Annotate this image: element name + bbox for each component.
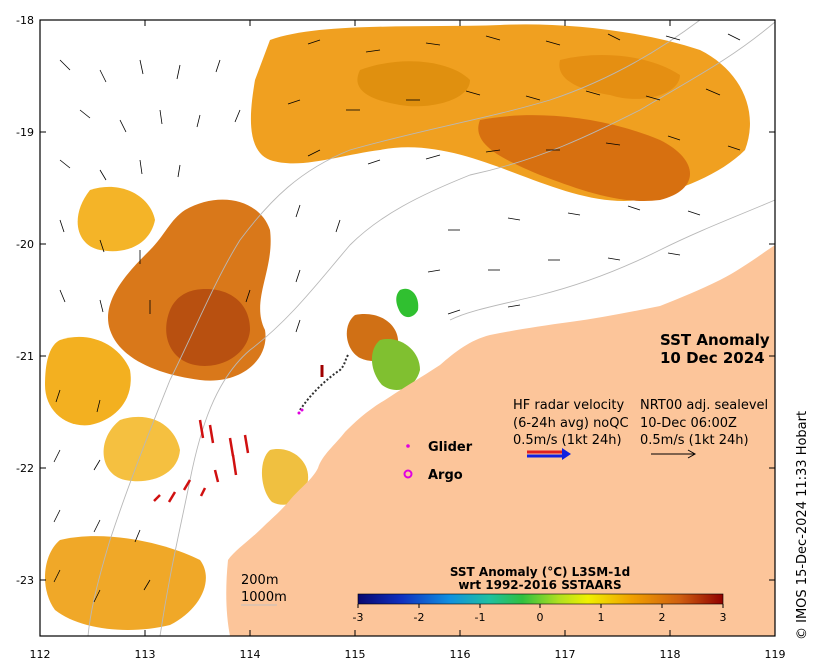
lat-label: -18 xyxy=(16,14,34,27)
colorbar-title-line1: SST Anomaly (°C) L3SM-1d xyxy=(450,565,630,579)
axis-ticks xyxy=(39,19,776,636)
hf-scale-arrow-icon xyxy=(527,448,571,460)
lat-labels: -18 -19 -20 -21 -22 -23 xyxy=(16,14,34,587)
lon-label: 118 xyxy=(660,648,681,661)
argo-label: Argo xyxy=(428,468,463,483)
nrt-legend-line2: 10-Dec 06:00Z xyxy=(640,416,737,431)
colorbar-gradient xyxy=(357,593,724,605)
colorbar-labels: -3 -2 -1 0 1 2 3 xyxy=(353,611,727,624)
nrt-legend-line1: NRT00 adj. sealevel xyxy=(640,398,768,413)
argo-marker-icon xyxy=(403,469,413,479)
colorbar-title-line2: wrt 1992-2016 SSTAARS xyxy=(458,578,621,592)
glider-label: Glider xyxy=(428,440,473,455)
plot-frame xyxy=(39,19,776,637)
colorbar-tick-label: -1 xyxy=(475,611,486,624)
hf-radar-sticks xyxy=(153,419,250,503)
land-mass xyxy=(226,245,775,636)
isobath-1000-label: 1000m xyxy=(241,590,287,605)
lat-label: -21 xyxy=(16,350,34,363)
lat-label: -22 xyxy=(16,462,34,475)
nrt-legend-line3: 0.5m/s (1kt 24h) xyxy=(640,433,749,448)
colorbar-tick-label: 0 xyxy=(537,611,544,624)
lon-label: 117 xyxy=(555,648,576,661)
map-title-line1: SST Anomaly xyxy=(660,331,770,349)
glider-marker-icon xyxy=(406,444,410,448)
lon-label: 115 xyxy=(345,648,366,661)
hf-legend-line2: (6-24h avg) noQC xyxy=(513,416,629,431)
imos-credit: © IMOS 15-Dec-2024 11:33 Hobart xyxy=(795,410,810,640)
lat-label: -23 xyxy=(16,574,34,587)
colorbar-tick-label: 2 xyxy=(659,611,666,624)
map-title-line2: 10 Dec 2024 xyxy=(660,349,765,367)
lat-label: -19 xyxy=(16,126,34,139)
sst-anomaly-field xyxy=(44,24,750,630)
hf-legend-line3: 0.5m/s (1kt 24h) xyxy=(513,433,622,448)
lon-label: 113 xyxy=(135,648,156,661)
colorbar-ticks xyxy=(357,604,724,608)
colorbar-tick-label: 1 xyxy=(598,611,605,624)
isobath-200-label: 200m xyxy=(241,573,278,588)
lon-labels: 112 113 114 115 116 117 118 119 xyxy=(30,648,786,661)
lon-label: 116 xyxy=(450,648,471,661)
lat-label: -20 xyxy=(16,238,34,251)
velocity-arrows xyxy=(53,33,741,603)
lon-label: 119 xyxy=(765,648,786,661)
colorbar-tick-label: 3 xyxy=(720,611,727,624)
colorbar-tick-label: -2 xyxy=(414,611,425,624)
lon-label: 112 xyxy=(30,648,51,661)
glider-track xyxy=(297,354,349,415)
hf-legend-line1: HF radar velocity xyxy=(513,398,625,413)
colorbar-tick-label: -3 xyxy=(353,611,364,624)
lon-label: 114 xyxy=(240,648,261,661)
nrt-scale-arrow-icon xyxy=(651,449,697,459)
